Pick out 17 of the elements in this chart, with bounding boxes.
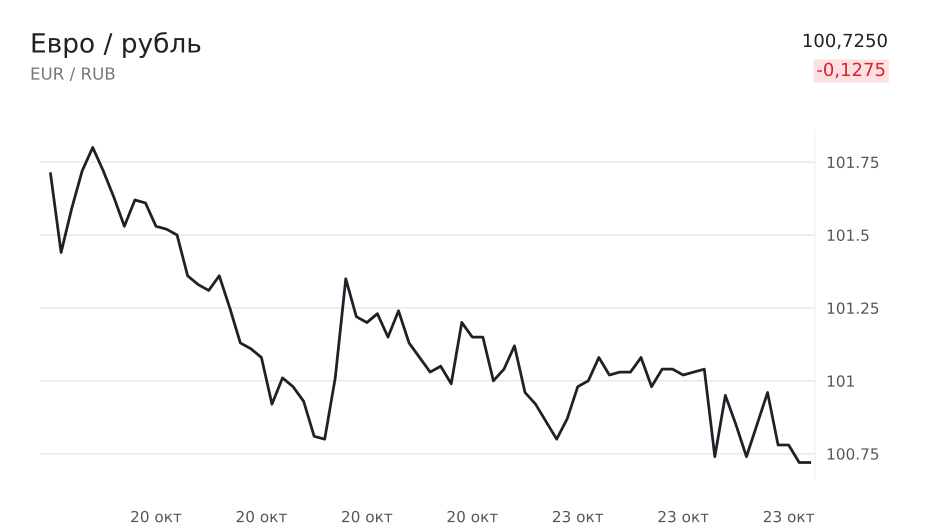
y-tick-label: 101.5 [828,229,869,242]
x-tick-label: 23 окт [552,510,604,522]
x-tick-label: 23 окт [658,510,709,522]
text: 100,7250 [804,34,887,50]
y-tick-label: 101.25 [828,302,878,314]
x-tick-label: 20 окт [236,510,287,522]
y-tick-label: 100.75 [828,448,878,460]
y-tick-label: 101 [828,375,854,387]
chart-title: Евро / рубль [32,32,200,58]
x-tick-label: 20 окт [448,510,498,522]
line-series [49,146,812,464]
x-tick-label: 20 окт [131,510,182,522]
y-tick-label: 101.75 [828,156,878,168]
x-tick-label: 20 окт [342,510,392,522]
x-tick-label: 23 окт [764,510,814,522]
text: -0,1275 [817,62,884,78]
chart-subtitle: EUR / RUB [32,67,115,82]
